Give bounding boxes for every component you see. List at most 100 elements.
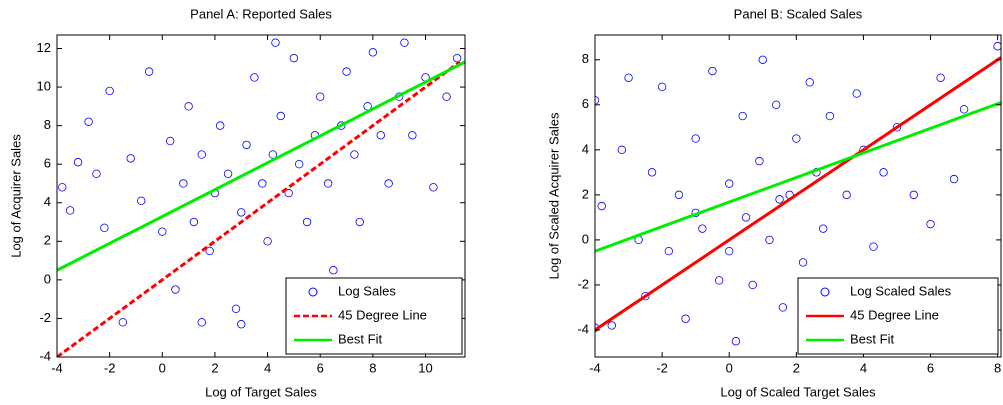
y-tick-label: -4 (577, 321, 589, 336)
point (674, 190, 684, 200)
point (100, 223, 109, 233)
point (936, 73, 945, 82)
point (429, 183, 438, 192)
point (205, 246, 214, 256)
point (329, 266, 338, 275)
point (949, 174, 959, 184)
point (92, 169, 101, 179)
point (118, 318, 128, 327)
y-tick-label: 2 (582, 186, 589, 201)
x-tick-label: 6 (927, 360, 934, 375)
x-tick-label: 8 (994, 360, 1001, 375)
point (775, 195, 784, 204)
x-tick-label: -2 (656, 360, 668, 375)
point (323, 179, 333, 188)
point (126, 154, 135, 163)
point (798, 258, 808, 267)
legend-label: 45 Degree Line (850, 307, 939, 322)
point (617, 145, 627, 155)
point (879, 168, 888, 177)
x-axis-label: Log of Scaled Target Sales (720, 384, 876, 399)
point (242, 140, 251, 150)
point (765, 235, 774, 245)
point (350, 150, 359, 159)
point (758, 55, 767, 64)
legend-label: Best Fit (338, 331, 382, 346)
y-axis-label: Log of Scaled Acquirer Sales (546, 112, 561, 279)
x-tick-label: -4 (51, 360, 63, 375)
point (384, 179, 393, 188)
point (842, 190, 851, 200)
point (250, 73, 259, 82)
point (681, 314, 690, 323)
x-tick-label: 2 (211, 360, 218, 375)
point (368, 48, 378, 57)
point (731, 337, 741, 346)
point (869, 242, 878, 251)
y-tick-label: -4 (39, 348, 51, 363)
point (698, 224, 707, 233)
point (189, 217, 199, 227)
legend-label: Best Fit (850, 331, 894, 346)
point (263, 237, 272, 246)
point (158, 227, 167, 236)
point (778, 303, 788, 312)
point (825, 111, 835, 121)
point (144, 67, 154, 76)
x-tick-label: 10 (418, 360, 432, 375)
point (741, 213, 751, 222)
point (165, 136, 175, 146)
x-tick-label: 6 (317, 360, 324, 375)
y-tick-label: 12 (37, 40, 51, 55)
point (65, 206, 75, 215)
point (268, 150, 278, 159)
line (57, 60, 465, 272)
y-axis-label: Log of Acquirer Sales (8, 134, 23, 258)
point (215, 121, 225, 130)
x-tick-label: 0 (159, 360, 166, 375)
point (792, 134, 801, 143)
y-tick-label: 8 (582, 51, 589, 66)
point (725, 246, 734, 256)
y-tick-label: 6 (582, 96, 589, 111)
point (105, 86, 114, 96)
chart-title: Panel B: Scaled Sales (734, 6, 863, 21)
line (595, 101, 1001, 253)
point (607, 321, 616, 330)
y-tick-label: 2 (44, 233, 51, 248)
point (691, 134, 700, 143)
point (909, 190, 918, 200)
x-axis-label: Log of Target Sales (205, 384, 317, 399)
point (852, 89, 861, 98)
point (294, 159, 304, 169)
legend-label: Log Scaled Sales (850, 283, 952, 298)
point (355, 217, 364, 227)
point (84, 117, 93, 126)
point (725, 179, 734, 188)
x-tick-label: -4 (589, 360, 601, 375)
point (647, 168, 657, 177)
legend-marker (308, 287, 318, 297)
point (452, 53, 462, 63)
point (197, 150, 206, 159)
x-tick-label: 4 (860, 360, 867, 375)
point (641, 292, 650, 301)
point (597, 201, 606, 211)
point (171, 285, 180, 294)
point (289, 53, 299, 63)
point (137, 196, 146, 206)
point (342, 67, 351, 76)
point (184, 102, 193, 111)
point (376, 131, 385, 140)
point (771, 100, 781, 110)
legend-label: 45 Degree Line (338, 307, 427, 322)
point (302, 217, 312, 227)
axes-box (56, 34, 466, 358)
line (57, 60, 461, 357)
x-tick-label: -2 (104, 360, 116, 375)
point (993, 42, 1001, 51)
y-tick-label: 4 (582, 141, 589, 156)
point (442, 92, 451, 101)
point (197, 318, 206, 327)
y-tick-label: -2 (577, 276, 589, 291)
